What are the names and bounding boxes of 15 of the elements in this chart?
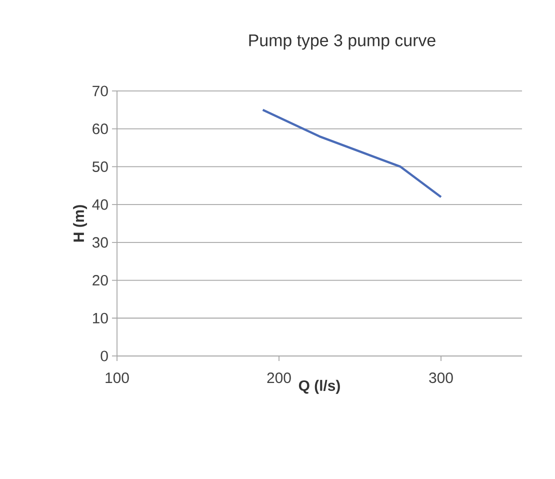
y-tick-label: 60 [92, 124, 108, 134]
y-tick-label: 0 [100, 350, 108, 362]
x-tick-label: 200 [267, 372, 291, 384]
line-series [262, 108, 442, 198]
y-axis-title: H (m) [73, 205, 88, 242]
y-tick-label: 40 [92, 199, 108, 210]
y-tick-label: 20 [92, 274, 108, 286]
y-tick-label: 50 [92, 161, 108, 172]
x-axis-title: Q (l/s) [298, 380, 340, 394]
y-tick-label: 10 [93, 312, 108, 324]
chart-title: Pump type 3 pump curve [249, 34, 436, 50]
x-tick-label: 300 [429, 372, 453, 384]
y-tick-label: 30 [92, 237, 108, 248]
x-tick-label: 100 [106, 372, 129, 384]
y-tick-label: 70 [92, 86, 108, 96]
